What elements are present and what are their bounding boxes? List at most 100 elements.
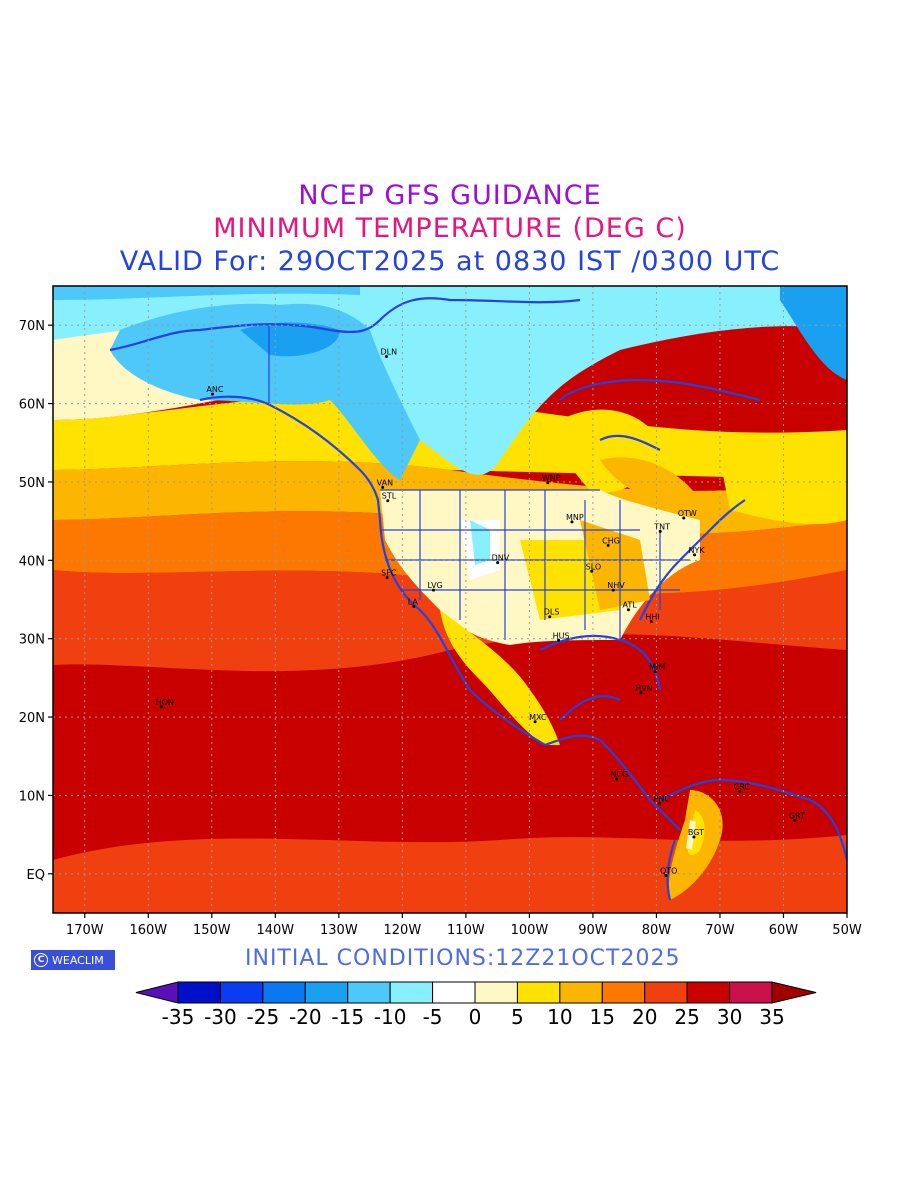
colorbar-box [686, 981, 731, 1004]
city-label: GRT [789, 812, 805, 821]
logo-icon: C [34, 953, 48, 967]
colorbar-box [729, 981, 773, 1004]
lon-label: 110W [447, 923, 485, 938]
city-marker [653, 670, 657, 674]
city-label: CRC [734, 783, 751, 792]
city-marker [431, 588, 435, 592]
colorbar-tick-labels: -35 -30 -25 -20 -15 -10 -5 0 5 10 15 20 25 30 35 [162, 1005, 785, 1029]
colorbar-box [262, 981, 306, 1004]
lon-label: 120W [384, 923, 422, 938]
lat-label: 10N [19, 789, 45, 804]
colorbar-box [516, 981, 561, 1004]
title-line-3: VALID For: 29OCT2025 at 0830 IST /0300 U… [119, 246, 781, 277]
title-line-1: NCEP GFS GUIDANCE [298, 180, 602, 211]
lon-label: 70W [705, 923, 735, 938]
colorbar-tick-label: -25 [247, 1005, 280, 1029]
lon-label: 90W [578, 923, 608, 938]
lon-label: 80W [642, 923, 672, 938]
colorbar-box [389, 981, 434, 1004]
city-label: NHV [607, 581, 625, 590]
city-label: HON [156, 698, 174, 707]
city-marker [590, 569, 594, 573]
gridlines [53, 286, 847, 913]
city-marker [626, 608, 630, 612]
city-label: NCG [610, 770, 628, 779]
city-marker [639, 691, 643, 695]
city-marker [649, 619, 653, 623]
lon-label: 60W [769, 923, 799, 938]
city-label: QTO [660, 866, 677, 875]
city-label: MIM [649, 663, 665, 672]
city-label: STL [382, 492, 397, 501]
initial-conditions: INITIAL CONDITIONS:12Z21OCT2025 [245, 946, 681, 971]
colorbar-box [601, 981, 646, 1004]
colorbar-tick-label: 35 [759, 1005, 784, 1029]
colorbar-tick-label: 5 [511, 1005, 524, 1029]
city-marker [611, 588, 615, 592]
colorbar-box [474, 981, 518, 1004]
city-marker [557, 638, 561, 642]
city-label: HVN [635, 684, 652, 693]
colorbar-tick-label: -30 [204, 1005, 237, 1029]
city-marker [533, 720, 537, 724]
city-marker [614, 777, 618, 781]
colorbar-tick-label: -15 [331, 1005, 364, 1029]
lon-label: 160W [129, 923, 167, 938]
colorbar-tick-label: -35 [162, 1005, 195, 1029]
title-line-2: MINIMUM TEMPERATURE (DEG C) [213, 213, 687, 244]
city-marker [160, 705, 164, 709]
city-label: HHI [645, 612, 659, 621]
lon-label: 100W [511, 923, 549, 938]
colorbar-box [644, 981, 688, 1004]
city-marker [658, 529, 662, 533]
city-marker [546, 481, 550, 485]
colorbar-box [219, 981, 264, 1004]
coastlines [109, 297, 847, 901]
colorbar-tick-label: 0 [469, 1005, 482, 1029]
lon-label: 130W [320, 923, 358, 938]
city-label: DNV [492, 554, 510, 563]
city-marker [496, 561, 500, 565]
city-label: LA [408, 598, 419, 607]
city-label: ATL [622, 601, 637, 610]
city-marker [682, 516, 686, 520]
colorbar-box [304, 981, 349, 1004]
city-marker [548, 615, 552, 619]
city-marker [210, 392, 214, 396]
city-label: NYK [689, 546, 706, 555]
lat-label: 70N [19, 319, 45, 334]
city-marker [664, 873, 668, 877]
longitude-labels: 170W 160W 150W 140W 130W 120W 110W 100W 90W 80W 70… [66, 923, 862, 938]
colorbar-boxes [135, 981, 817, 1004]
lon-label: 140W [256, 923, 294, 938]
city-marker [412, 605, 416, 609]
lat-label: 50N [19, 476, 45, 491]
city-marker [692, 835, 696, 839]
city-label: TNT [653, 522, 670, 531]
city-label: OTW [678, 509, 697, 518]
logo-text: WEACLIM [52, 953, 104, 967]
colorbar-box [347, 981, 391, 1004]
city-label: MNP [566, 513, 584, 522]
city-label: CHG [602, 536, 620, 545]
colorbar-box [177, 981, 221, 1004]
colorbar-tick-label: 25 [674, 1005, 699, 1029]
city-marker [570, 520, 574, 524]
city-label: MXC [529, 713, 547, 722]
city-labels: ANC DLN VAN STL WNP MNP OTW TNT CHG NYK DNV SFC SLO L… [156, 348, 805, 877]
city-marker [693, 553, 697, 557]
lat-label: 30N [19, 633, 45, 648]
lat-label: EQ [27, 868, 45, 883]
city-label: LVG [427, 581, 442, 590]
city-label: VAN [377, 478, 393, 487]
latitude-labels: 70N 60N 50N 40N 30N 20N 10N EQ [19, 319, 45, 883]
city-label: PNC [654, 794, 671, 803]
city-label: SLO [586, 562, 602, 571]
colorbar-tick-label: -5 [423, 1005, 443, 1029]
city-marker [658, 801, 662, 805]
colorbar-tick-label: 20 [632, 1005, 657, 1029]
city-label: ANC [206, 385, 223, 394]
lon-label: 50W [832, 923, 862, 938]
temperature-field [53, 286, 847, 913]
city-marker [793, 819, 797, 823]
